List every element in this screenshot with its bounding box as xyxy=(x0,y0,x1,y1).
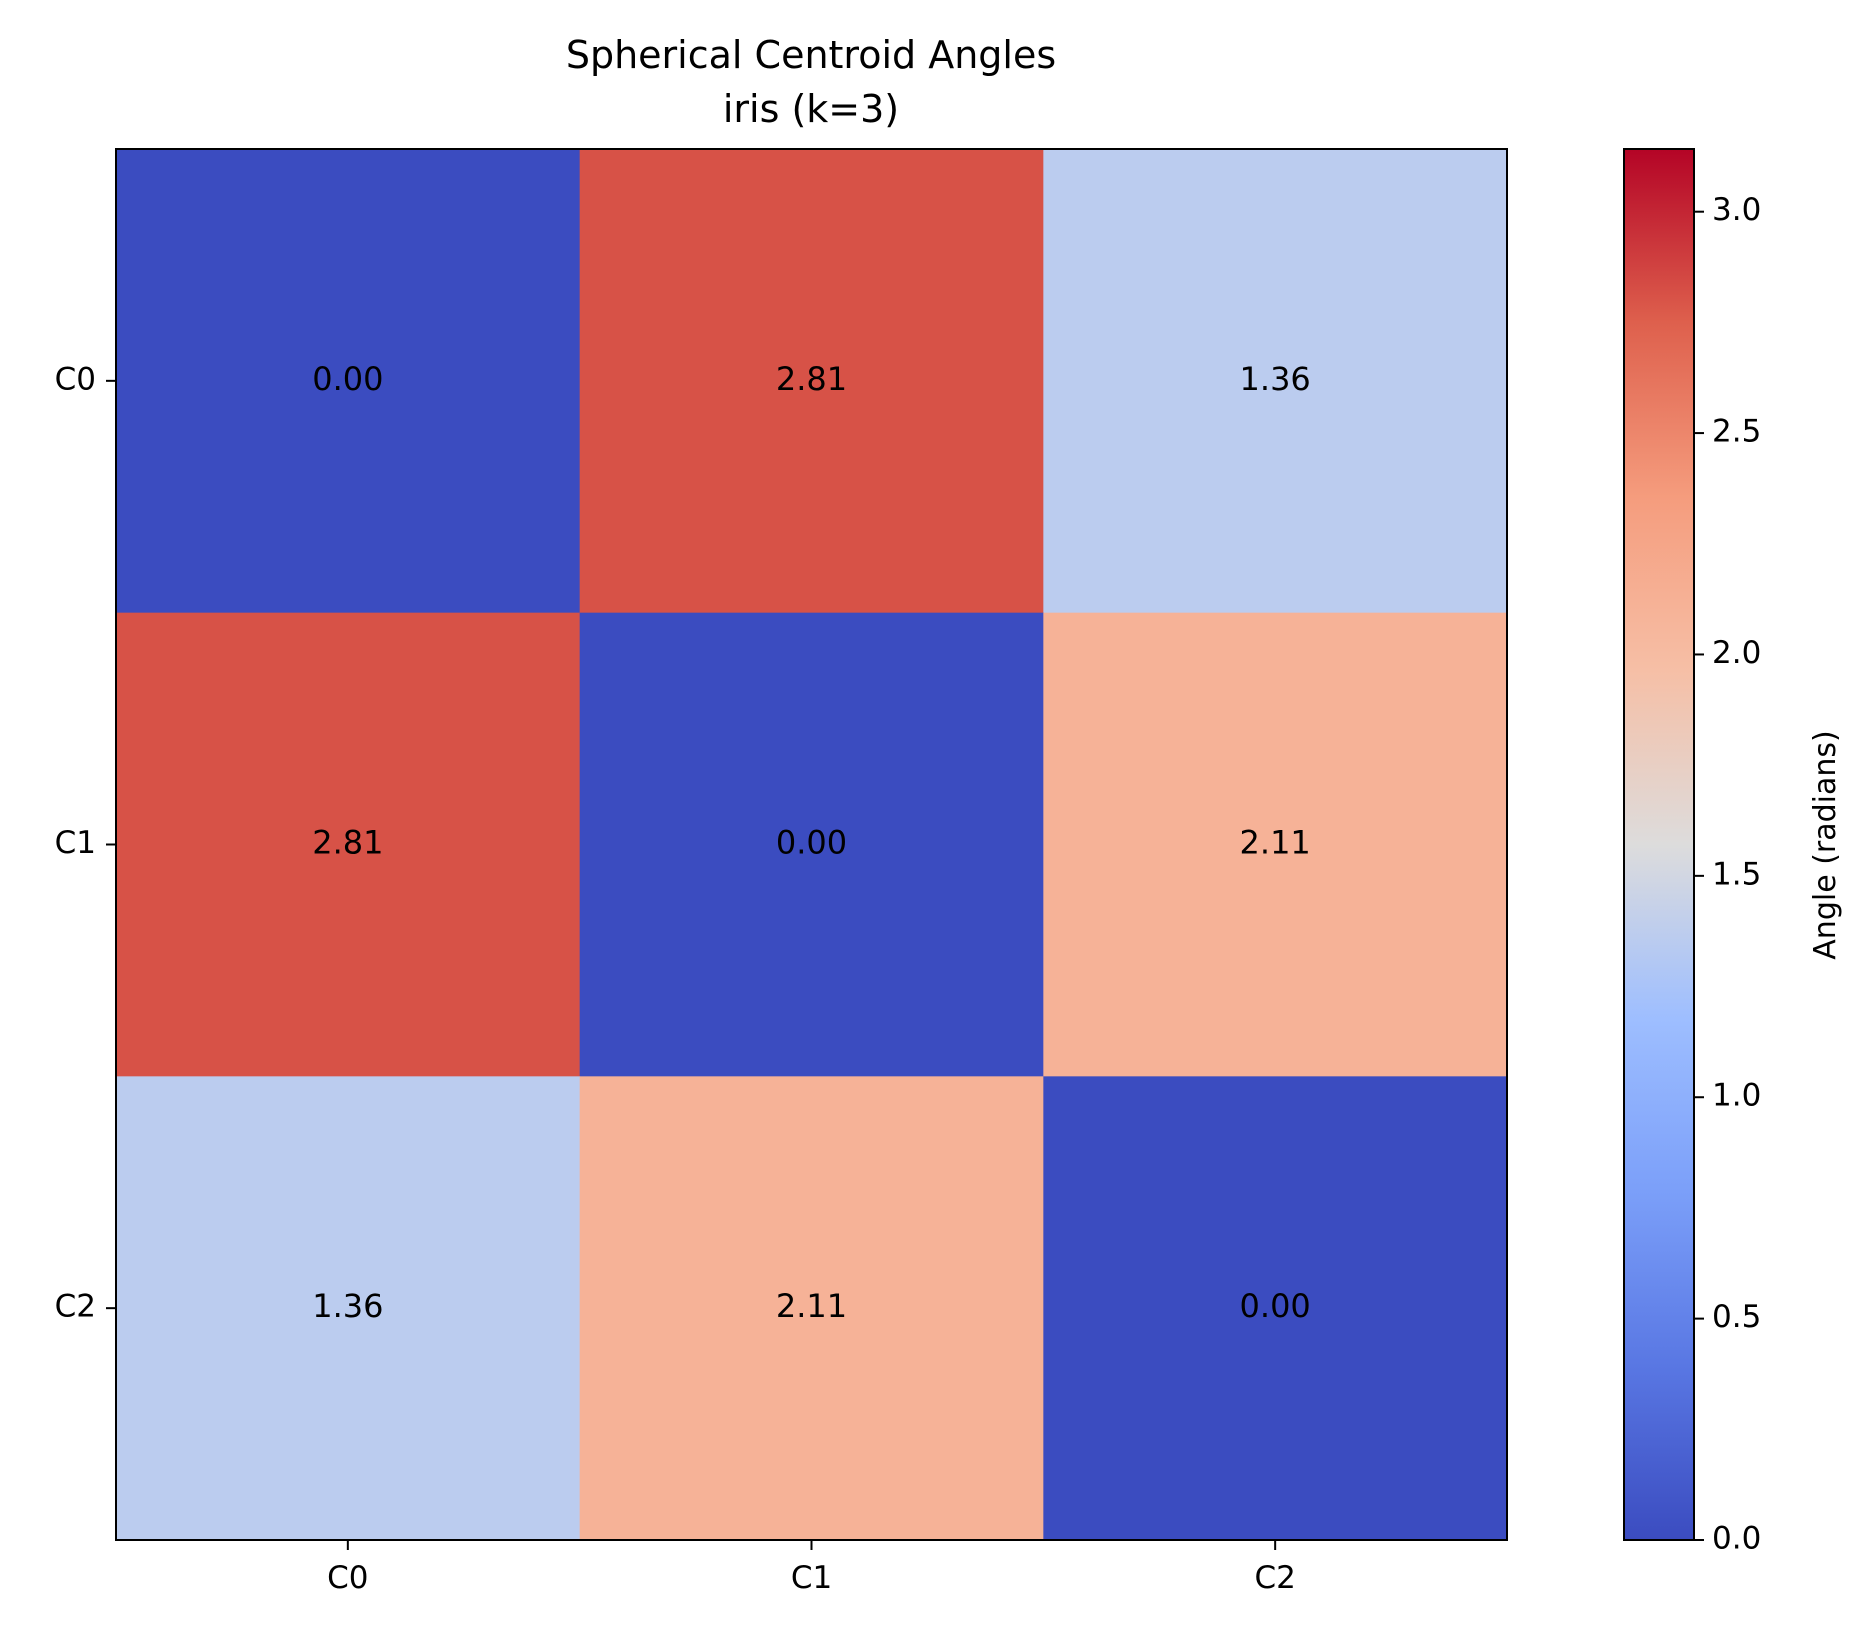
cell-value-label: 2.11 xyxy=(1240,824,1311,862)
cell-value-label: 1.36 xyxy=(1240,360,1311,398)
x-tick-label: C2 xyxy=(1254,1560,1295,1596)
cell-value-label: 0.00 xyxy=(776,824,847,862)
colorbar-tick-label: 3.0 xyxy=(1712,192,1761,228)
heatmap-cells xyxy=(116,149,1508,1541)
cell-value-label: 2.81 xyxy=(312,824,383,862)
colorbar-tick-label: 1.5 xyxy=(1712,856,1761,892)
chart-title: Spherical Centroid Angles xyxy=(566,33,1056,77)
colorbar-label: Angle (radians) xyxy=(1808,730,1843,959)
heatmap-cell-r2-c0 xyxy=(116,1076,581,1541)
x-tick-label: C0 xyxy=(327,1560,368,1596)
colorbar xyxy=(1623,148,1695,1541)
colorbar-tick-label: 0.5 xyxy=(1712,1299,1761,1335)
colorbar-tick-label: 2.0 xyxy=(1712,635,1761,671)
heatmap-cell-r2-c1 xyxy=(579,1076,1044,1541)
heatmap-cell-r1-c1 xyxy=(579,612,1044,1077)
cell-value-label: 1.36 xyxy=(312,1287,383,1325)
colorbar-axis: 0.0 0.5 1.0 1.5 2.0 2.5 3.0 xyxy=(1694,192,1761,1557)
cell-value-label: 0.00 xyxy=(312,360,383,398)
colorbar-tick-label: 2.5 xyxy=(1712,414,1761,450)
y-tick-label: C1 xyxy=(55,825,96,861)
cell-value-label: 0.00 xyxy=(1240,1287,1311,1325)
cell-value-label: 2.81 xyxy=(776,360,847,398)
y-axis: C0 C1 C2 xyxy=(55,361,116,1325)
chart-subtitle: iris (k=3) xyxy=(723,87,899,131)
heatmap-cell-r2-c2 xyxy=(1043,1076,1508,1541)
x-tick-label: C1 xyxy=(791,1560,832,1596)
y-tick-label: C0 xyxy=(55,361,96,397)
heatmap-cell-r1-c2 xyxy=(1043,612,1508,1077)
x-axis: C0 C1 C2 xyxy=(327,1540,1296,1596)
heatmap-cell-r0-c0 xyxy=(116,149,581,614)
heatmap-cell-r0-c1 xyxy=(579,149,1044,614)
y-tick-label: C2 xyxy=(55,1289,96,1325)
cell-value-label: 2.11 xyxy=(776,1287,847,1325)
heatmap-cell-r0-c2 xyxy=(1043,149,1508,614)
colorbar-tick-label: 1.0 xyxy=(1712,1078,1761,1114)
colorbar-tick-label: 0.0 xyxy=(1712,1521,1761,1557)
heatmap-cell-labels: 0.00 2.81 1.36 2.81 0.00 2.11 1.36 2.11 0.00 xyxy=(312,360,1311,1325)
heatmap-cell-r1-c0 xyxy=(116,612,581,1077)
